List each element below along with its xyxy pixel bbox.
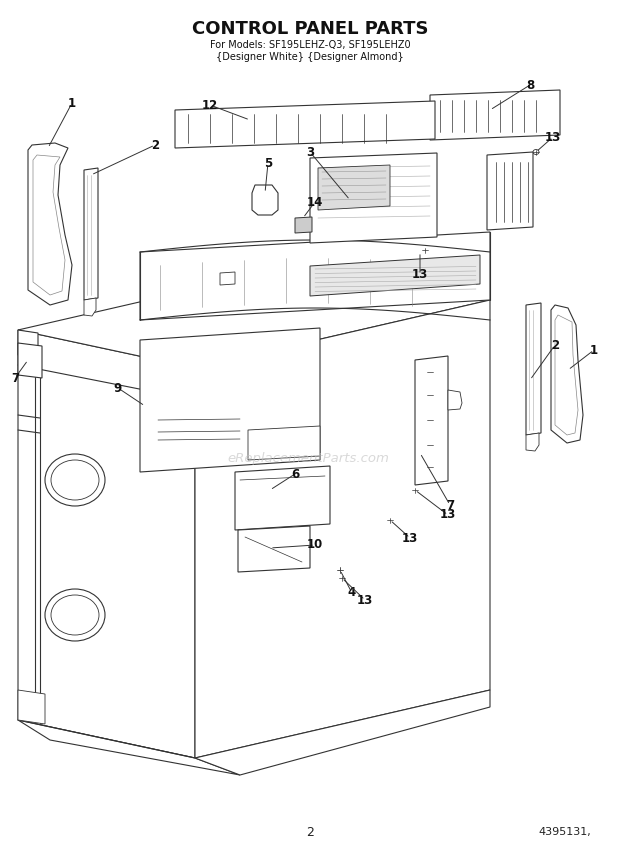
Polygon shape — [140, 232, 490, 320]
Text: 13: 13 — [412, 269, 428, 282]
Polygon shape — [18, 330, 38, 358]
Polygon shape — [195, 690, 490, 775]
Polygon shape — [448, 390, 462, 410]
Polygon shape — [526, 303, 541, 435]
Ellipse shape — [339, 575, 345, 580]
Polygon shape — [526, 433, 539, 451]
Polygon shape — [318, 165, 390, 210]
Polygon shape — [18, 690, 45, 724]
Polygon shape — [18, 330, 195, 758]
Ellipse shape — [51, 460, 99, 500]
Text: 4: 4 — [348, 586, 356, 599]
Text: 13: 13 — [357, 593, 373, 607]
Polygon shape — [238, 526, 310, 572]
Text: 13: 13 — [440, 508, 456, 521]
Ellipse shape — [427, 369, 433, 375]
Polygon shape — [84, 168, 98, 300]
Polygon shape — [28, 143, 72, 305]
Ellipse shape — [462, 428, 466, 432]
Text: 2: 2 — [551, 338, 559, 352]
Text: 13: 13 — [545, 130, 561, 144]
Text: 9: 9 — [114, 382, 122, 395]
Polygon shape — [220, 272, 235, 285]
Text: 7: 7 — [446, 498, 454, 512]
Text: 8: 8 — [526, 79, 534, 92]
Polygon shape — [195, 300, 490, 758]
Polygon shape — [84, 298, 96, 316]
Polygon shape — [18, 343, 42, 378]
Text: 3: 3 — [306, 146, 314, 158]
Ellipse shape — [427, 417, 433, 423]
Ellipse shape — [427, 392, 433, 398]
Text: {Designer White} {Designer Almond}: {Designer White} {Designer Almond} — [216, 52, 404, 62]
Ellipse shape — [45, 589, 105, 641]
Ellipse shape — [45, 454, 105, 506]
Ellipse shape — [521, 173, 526, 177]
Polygon shape — [430, 90, 560, 140]
Ellipse shape — [427, 464, 433, 470]
Ellipse shape — [337, 567, 343, 573]
Polygon shape — [310, 255, 480, 296]
Ellipse shape — [521, 208, 526, 212]
Ellipse shape — [51, 595, 99, 635]
Polygon shape — [235, 466, 330, 530]
Text: 10: 10 — [307, 538, 323, 551]
Polygon shape — [252, 185, 278, 215]
Text: CONTROL PANEL PARTS: CONTROL PANEL PARTS — [192, 20, 428, 38]
Text: 12: 12 — [202, 98, 218, 111]
Text: 1: 1 — [590, 343, 598, 356]
Text: 6: 6 — [291, 467, 299, 480]
Polygon shape — [555, 315, 578, 435]
Text: 2: 2 — [151, 139, 159, 152]
Polygon shape — [175, 101, 435, 148]
Polygon shape — [18, 720, 240, 775]
Polygon shape — [248, 426, 320, 460]
Text: 5: 5 — [264, 157, 272, 169]
Ellipse shape — [422, 247, 428, 253]
Polygon shape — [33, 155, 65, 295]
Ellipse shape — [169, 393, 181, 403]
Text: 2: 2 — [306, 825, 314, 839]
Text: 1: 1 — [68, 97, 76, 110]
Polygon shape — [415, 356, 448, 485]
Polygon shape — [551, 305, 583, 443]
Text: For Models: SF195LEHZ-Q3, SF195LEHZ0: For Models: SF195LEHZ-Q3, SF195LEHZ0 — [210, 40, 410, 50]
Ellipse shape — [412, 488, 418, 492]
Text: 7: 7 — [11, 372, 19, 384]
Polygon shape — [18, 262, 490, 368]
Text: 4395131,: 4395131, — [539, 827, 591, 837]
Ellipse shape — [301, 223, 306, 227]
Text: 14: 14 — [307, 195, 323, 209]
Text: eReplacementParts.com: eReplacementParts.com — [227, 451, 389, 465]
Polygon shape — [295, 217, 312, 233]
Ellipse shape — [533, 150, 539, 154]
Polygon shape — [487, 152, 533, 230]
Ellipse shape — [387, 518, 393, 522]
Polygon shape — [140, 328, 320, 472]
Text: 13: 13 — [402, 532, 418, 544]
Ellipse shape — [427, 442, 433, 448]
Ellipse shape — [262, 197, 268, 203]
Ellipse shape — [89, 333, 94, 337]
Polygon shape — [310, 153, 437, 243]
